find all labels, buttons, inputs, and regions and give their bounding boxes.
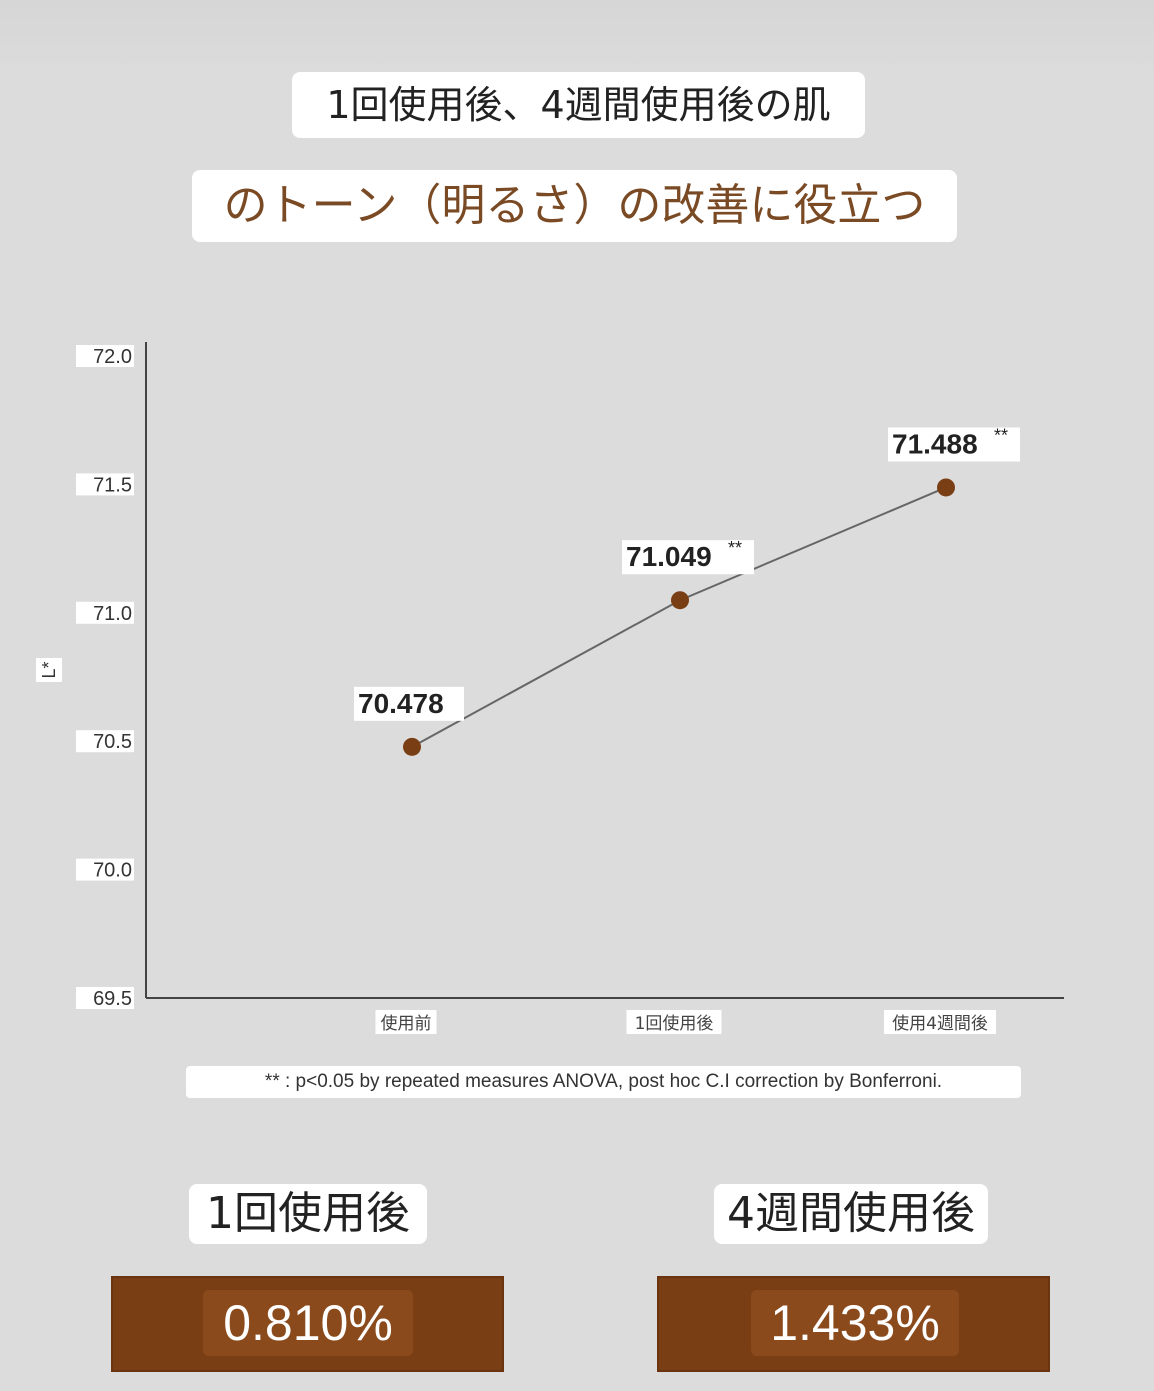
title-line-1: 1回使用後、4週間使用後の肌 — [292, 72, 865, 138]
y-tick-label: 70.0 — [93, 860, 132, 882]
title-line-2: のトーン（明るさ）の改善に役立つ — [192, 170, 957, 242]
y-tick-bg — [76, 601, 134, 624]
y-axis-ticks: 72.0 71.5 71.0 70.5 70.0 69.5 — [76, 345, 134, 1010]
data-point — [671, 591, 689, 610]
line-chart: 72.0 71.5 71.0 70.5 70.0 69.5 L* 使用前 1回使用後 使用4週… — [36, 342, 1064, 1034]
x-tick-label: 1回使用後 — [635, 1013, 714, 1034]
y-tick-bg — [76, 345, 134, 367]
y-tick-bg — [76, 730, 134, 753]
data-labels: 70.478 71.049 ** 71.488 ** — [354, 425, 1020, 721]
x-tick-bg — [626, 1010, 722, 1034]
significance-marker: ** — [728, 538, 742, 558]
result-label-2: 4週間使用後 — [714, 1184, 988, 1244]
data-label-bg — [354, 686, 464, 721]
data-label: 71.049 — [626, 541, 712, 572]
data-label-bg — [888, 427, 1020, 462]
y-axis-label: L* — [39, 661, 59, 678]
result-value-2: 1.433% — [751, 1290, 959, 1356]
data-point — [403, 737, 421, 756]
y-tick-label: 71.5 — [93, 474, 132, 496]
result-value-1: 0.810% — [203, 1290, 413, 1356]
x-tick-bg — [884, 1010, 996, 1034]
footnote: ** : p<0.05 by repeated measures ANOVA, … — [186, 1066, 1021, 1098]
data-label-bg — [622, 540, 754, 575]
data-point — [937, 478, 955, 497]
y-tick-bg — [76, 858, 134, 881]
x-tick-label: 使用前 — [381, 1013, 432, 1034]
y-tick-bg — [76, 473, 134, 496]
data-points — [403, 478, 955, 756]
y-tick-label: 72.0 — [93, 346, 132, 368]
data-label: 70.478 — [358, 688, 444, 719]
y-axis-label-group: L* — [36, 658, 62, 682]
x-tick-bg — [375, 1010, 437, 1034]
series-line — [411, 486, 947, 748]
y-tick-bg — [76, 987, 134, 1009]
significance-marker: ** — [994, 425, 1008, 445]
y-tick-label: 69.5 — [93, 988, 132, 1010]
y-tick-label: 70.5 — [93, 731, 132, 753]
result-box-1: 0.810% — [111, 1276, 504, 1372]
result-label-1: 1回使用後 — [189, 1184, 427, 1244]
x-axis-ticks: 使用前 1回使用後 使用4週間後 — [375, 1010, 996, 1034]
series-line-group — [411, 486, 947, 748]
y-tick-label: 71.0 — [93, 603, 132, 625]
data-label: 71.488 — [892, 428, 978, 459]
y-label-bg — [36, 658, 62, 682]
x-tick-label: 使用4週間後 — [892, 1013, 988, 1034]
result-box-2: 1.433% — [657, 1276, 1050, 1372]
